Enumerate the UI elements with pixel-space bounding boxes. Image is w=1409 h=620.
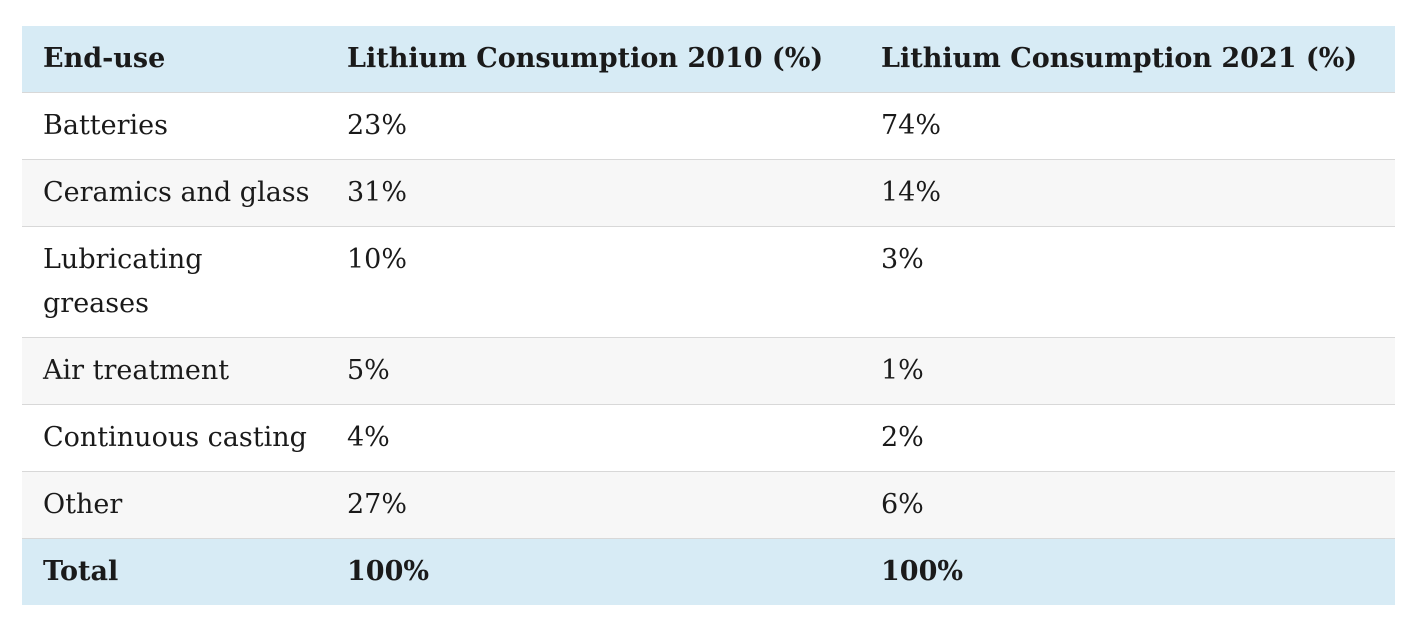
cell-2010: 31% [326, 159, 860, 227]
table-row: Ceramics and glass 31% 14% [22, 159, 1395, 227]
cell-2010: 27% [326, 471, 860, 539]
cell-end-use: Continuous casting [22, 404, 326, 472]
cell-2010: 4% [326, 404, 860, 472]
cell-2021: 6% [860, 471, 1395, 539]
cell-2010: 5% [326, 337, 860, 405]
total-2021: 100% [860, 538, 1395, 605]
total-row: Total 100% 100% [22, 538, 1395, 605]
table-row: Continuous casting 4% 2% [22, 404, 1395, 472]
cell-2021: 74% [860, 92, 1395, 160]
table-row: Air treatment 5% 1% [22, 337, 1395, 405]
table-row: Batteries 23% 74% [22, 92, 1395, 160]
table-row: Other 27% 6% [22, 471, 1395, 539]
table-footer: Total 100% 100% [22, 538, 1395, 605]
cell-end-use: Batteries [22, 92, 326, 160]
total-2010: 100% [326, 538, 860, 605]
lithium-consumption-table-container: End-use Lithium Consumption 2010 (%) Lit… [22, 26, 1395, 605]
cell-2021: 3% [860, 226, 1395, 338]
cell-2021: 2% [860, 404, 1395, 472]
cell-2010: 23% [326, 92, 860, 160]
total-label: Total [22, 538, 326, 605]
header-row: End-use Lithium Consumption 2010 (%) Lit… [22, 26, 1395, 93]
header-consumption-2010: Lithium Consumption 2010 (%) [326, 26, 860, 93]
cell-2010: 10% [326, 226, 860, 338]
header-end-use: End-use [22, 26, 326, 93]
cell-2021: 1% [860, 337, 1395, 405]
header-consumption-2021: Lithium Consumption 2021 (%) [860, 26, 1395, 93]
cell-2021: 14% [860, 159, 1395, 227]
lithium-consumption-table: End-use Lithium Consumption 2010 (%) Lit… [22, 26, 1395, 605]
table-body: Batteries 23% 74% Ceramics and glass 31%… [22, 92, 1395, 539]
cell-end-use: Lubricating greases [22, 226, 326, 338]
cell-end-use: Air treatment [22, 337, 326, 405]
table-row: Lubricating greases 10% 3% [22, 226, 1395, 338]
cell-end-use: Other [22, 471, 326, 539]
table-header: End-use Lithium Consumption 2010 (%) Lit… [22, 26, 1395, 93]
cell-end-use: Ceramics and glass [22, 159, 326, 227]
